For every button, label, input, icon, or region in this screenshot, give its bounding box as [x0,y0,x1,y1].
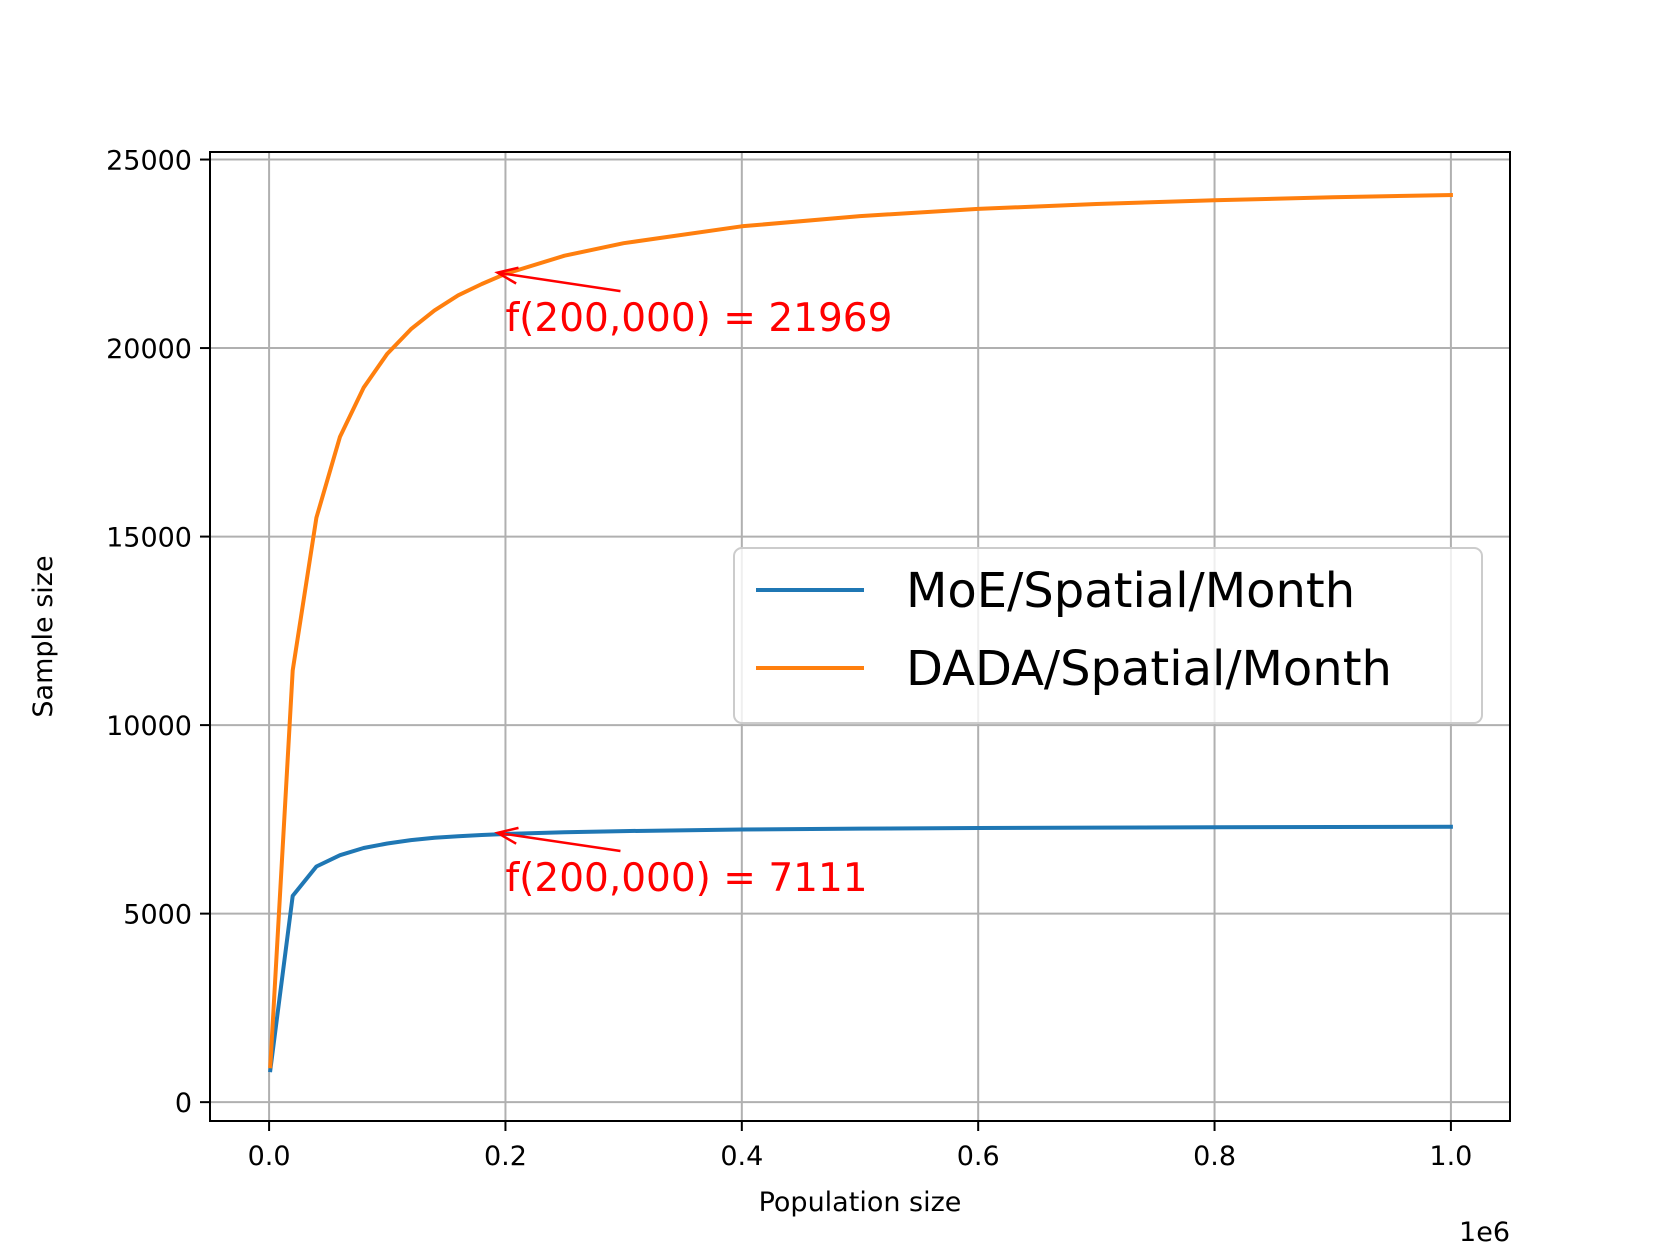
y-tick-label: 15000 [106,523,192,554]
series-line [268,192,1453,1069]
x-tick-label: 0.0 [248,1141,291,1172]
annotation-arrow [497,831,621,853]
axes-frame [209,151,1511,1122]
x-tick-label: 0.8 [1193,1141,1236,1172]
legend-label: DADA/Spatial/Month [906,641,1392,697]
series-line [268,824,1453,1073]
x-axis-label: Population size [759,1187,962,1218]
annotation-arrowhead [494,826,519,845]
x-tick-label: 1.0 [1429,1141,1472,1172]
y-tick-label: 25000 [106,146,192,177]
x-tick-label: 0.4 [720,1141,763,1172]
annotation-arrowhead [494,266,519,285]
y-tick-label: 20000 [106,334,192,365]
annotation-label: f(200,000) = 21969 [505,296,892,341]
series-lines [268,192,1453,1073]
x-tick-label: 0.6 [957,1141,1000,1172]
y-tick-label: 10000 [106,711,192,742]
annotations: f(200,000) = 21969 f(200,000) = 7111 [494,266,892,901]
y-tick-label: 5000 [123,900,192,931]
annotation-label: f(200,000) = 7111 [505,856,867,901]
y-tick-label: 0 [175,1088,192,1119]
legend: MoE/Spatial/Month DADA/Spatial/Month [733,547,1483,724]
axis-ticks: 0.0 0.2 0.4 0.6 0.8 1.0 0 5000 10000 15000 20000 25… [106,146,1472,1172]
x-tick-label: 0.2 [484,1141,527,1172]
y-axis-label: Sample size [28,555,59,717]
legend-label: MoE/Spatial/Month [906,563,1355,619]
legend-box [733,547,1483,724]
x-axis-offset-text: 1e6 [1459,1217,1510,1245]
annotation-arrow [497,271,621,293]
